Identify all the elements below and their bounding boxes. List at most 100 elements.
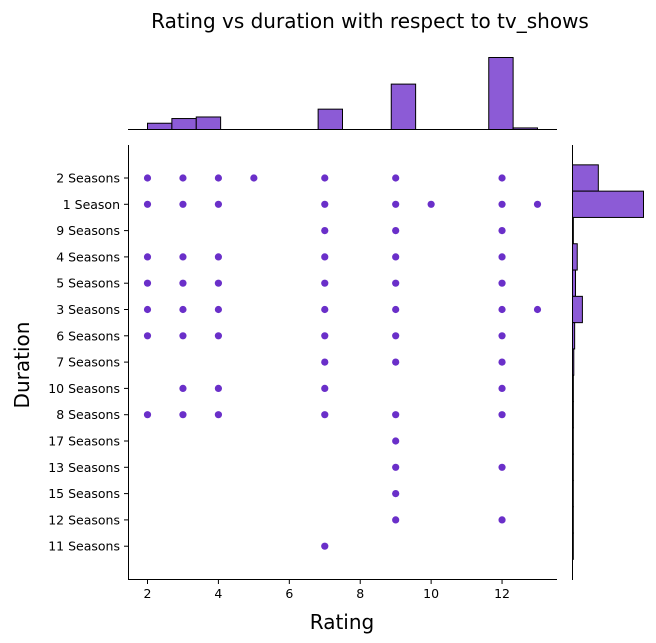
top-hist-bar-5	[488, 57, 514, 130]
scatter-point-32	[214, 305, 223, 314]
scatter-point-39	[214, 332, 223, 340]
scatter-point-56	[392, 437, 400, 445]
scatter-point-17	[498, 227, 506, 235]
scatter-point-57	[392, 463, 400, 471]
scatter-point-60	[392, 516, 400, 524]
scatter-point-37	[143, 332, 152, 340]
y-tick-label-1: 1 Season	[63, 197, 120, 212]
scatter-point-34	[392, 305, 400, 314]
top-hist-bar-2	[195, 116, 222, 131]
top-hist-bar-3	[317, 108, 343, 131]
right-hist-bar-3	[572, 243, 578, 271]
scatter-point-0	[143, 174, 152, 182]
right-hist-bar-5	[572, 295, 583, 324]
scatter-point-38	[179, 332, 187, 340]
scatter-point-1	[179, 174, 187, 182]
chart-title: Rating vs duration with respect to tv_sh…	[151, 9, 589, 33]
scatter-point-30	[143, 305, 152, 314]
scatter-point-42	[498, 332, 506, 340]
y-tick-label-10: 17 Seasons	[48, 434, 120, 449]
y-tick-label-8: 10 Seasons	[48, 381, 120, 396]
scatter-point-50	[143, 411, 152, 419]
y-tick-label-3: 4 Seasons	[56, 249, 120, 264]
y-tick-label-6: 6 Seasons	[56, 328, 120, 343]
y-tick-label-2: 9 Seasons	[56, 223, 120, 238]
scatter-point-25	[179, 279, 187, 287]
scatter-point-23	[498, 253, 506, 261]
scatter-point-41	[392, 332, 400, 340]
scatter-point-55	[498, 411, 506, 419]
scatter-point-33	[321, 305, 329, 314]
scatter-point-15	[321, 227, 329, 235]
scatter-point-51	[179, 411, 187, 419]
scatter-point-44	[392, 358, 400, 366]
x-axis-label: Rating	[310, 610, 374, 634]
y-tick-label-0: 2 Seasons	[56, 171, 120, 186]
scatter-point-11	[392, 200, 400, 208]
scatter-point-46	[179, 384, 187, 392]
x-tick-label-4: 4	[214, 586, 222, 601]
x-tick-label-6: 6	[285, 586, 293, 601]
scatter-point-43	[321, 358, 329, 366]
y-axis-label: Duration	[10, 322, 34, 409]
x-tick-label-2: 2	[144, 586, 152, 601]
scatter-point-8	[179, 200, 187, 208]
x-tick-label-10: 10	[423, 586, 439, 601]
scatter-point-19	[179, 253, 187, 261]
top-hist-bar-0	[147, 122, 173, 130]
scatter-point-29	[498, 279, 506, 287]
scatter-point-4	[321, 174, 329, 182]
x-axis-ticks: 2 4 6 8 10 12	[144, 580, 510, 601]
y-tick-label-14: 11 Seasons	[48, 539, 120, 554]
y-tick-label-5: 3 Seasons	[56, 302, 120, 317]
x-tick-label-12: 12	[494, 586, 510, 601]
scatter-points	[143, 174, 542, 550]
scatter-point-28	[392, 279, 400, 287]
scatter-point-12	[427, 200, 435, 208]
scatter-point-5	[392, 174, 400, 182]
top-hist-bar-4	[390, 83, 417, 130]
scatter-point-27	[321, 279, 329, 287]
scatter-point-13	[498, 200, 506, 208]
scatter-point-14	[533, 200, 542, 208]
scatter-point-10	[321, 200, 329, 208]
scatter-point-52	[214, 411, 223, 419]
scatter-point-24	[143, 279, 152, 287]
y-tick-label-7: 7 Seasons	[56, 355, 120, 370]
scatter-point-61	[498, 516, 506, 524]
scatter-point-53	[321, 411, 329, 419]
scatter-point-54	[392, 411, 400, 419]
scatter-point-22	[392, 253, 400, 261]
scatter-point-31	[179, 305, 187, 314]
scatter-point-40	[321, 332, 329, 340]
scatter-point-47	[214, 384, 223, 392]
y-tick-label-4: 5 Seasons	[56, 276, 120, 291]
scatter-point-20	[214, 253, 223, 261]
scatter-point-21	[321, 253, 329, 261]
right-hist-bar-0	[572, 164, 599, 192]
y-tick-label-11: 13 Seasons	[48, 460, 120, 475]
y-tick-label-13: 12 Seasons	[48, 512, 120, 527]
scatter-point-36	[533, 305, 542, 314]
scatter-point-26	[214, 279, 223, 287]
scatter-point-16	[392, 227, 400, 235]
scatter-point-2	[214, 174, 223, 182]
x-tick-label-8: 8	[356, 586, 364, 601]
top-marginal-histogram	[147, 57, 538, 131]
scatter-point-49	[498, 384, 506, 392]
scatter-point-45	[498, 358, 506, 366]
scatter-point-59	[392, 490, 400, 498]
scatter-point-3	[250, 174, 258, 182]
y-tick-label-9: 8 Seasons	[56, 407, 120, 422]
scatter-point-48	[321, 384, 329, 392]
scatter-point-62	[321, 542, 329, 550]
scatter-point-6	[498, 174, 506, 182]
scatter-point-9	[214, 200, 223, 208]
scatter-point-7	[143, 200, 152, 208]
y-tick-label-12: 15 Seasons	[48, 486, 120, 501]
scatter-point-58	[498, 463, 506, 471]
right-hist-bar-1	[572, 190, 644, 218]
scatter-point-18	[143, 253, 152, 261]
scatter-point-35	[498, 305, 506, 314]
